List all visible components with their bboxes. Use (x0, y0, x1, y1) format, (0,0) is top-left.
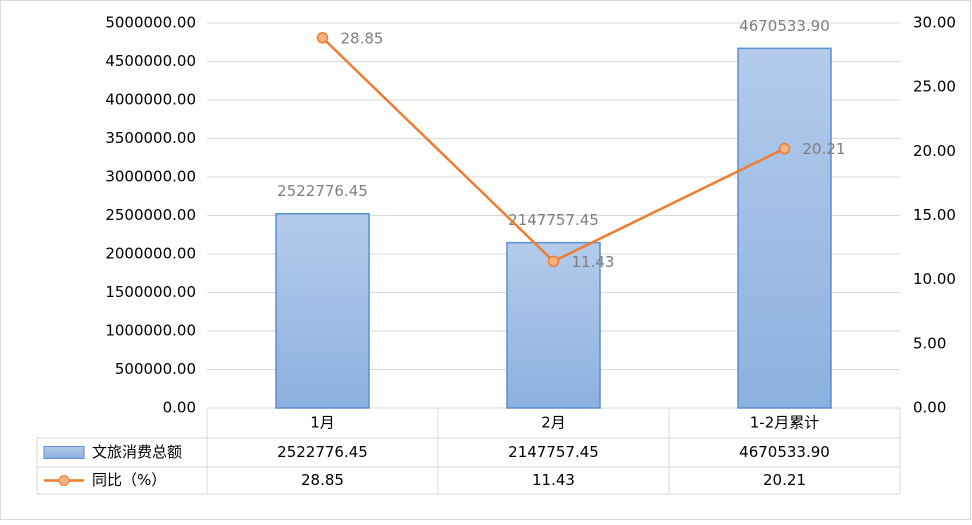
y2-tick-label: 5.00 (913, 334, 946, 352)
y-tick-label: 1000000.00 (105, 322, 196, 340)
data-label: 4670533.90 (739, 17, 830, 35)
marker (316, 32, 329, 44)
y2-tick-label: 0.00 (913, 399, 946, 417)
y-tick-label: 2500000.00 (105, 206, 196, 224)
table-value: 11.43 (532, 471, 575, 489)
x-tick-label: 2月 (541, 414, 566, 432)
y2-tick-label: 10.00 (913, 270, 956, 288)
y2-tick-label: 25.00 (913, 78, 956, 96)
data-label: 28.85 (341, 29, 384, 47)
x-tick-label: 1-2月累计 (750, 414, 820, 432)
table-value: 4670533.90 (739, 443, 830, 461)
marker (778, 142, 791, 155)
table-value: 20.21 (763, 471, 806, 489)
y2-tick-label: 30.00 (913, 14, 956, 32)
data-label: 11.43 (572, 253, 615, 271)
y-tick-label: 500000.00 (115, 360, 196, 378)
data-label: 20.21 (803, 140, 846, 158)
y-tick-label: 3500000.00 (105, 129, 196, 147)
data-label: 2147757.45 (508, 211, 599, 229)
x-tick-label: 1月 (310, 414, 335, 432)
marker (547, 255, 560, 268)
bar (506, 241, 601, 409)
y-tick-label: 1500000.00 (105, 283, 196, 301)
legend-label: 文旅消费总额 (92, 443, 182, 461)
bar (737, 47, 832, 409)
y-tick-label: 3000000.00 (105, 168, 196, 186)
bar (275, 212, 370, 409)
table-value: 2522776.45 (277, 443, 368, 461)
y-tick-label: 4000000.00 (105, 91, 196, 109)
y-tick-label: 0.00 (163, 399, 196, 417)
data-label: 2522776.45 (277, 182, 368, 200)
y-tick-label: 5000000.00 (105, 14, 196, 32)
legend-key (58, 475, 70, 486)
y2-tick-label: 15.00 (913, 206, 956, 224)
table-value: 2147757.45 (508, 443, 599, 461)
legend-key (43, 446, 85, 459)
table-value: 28.85 (301, 471, 344, 489)
legend-label: 同比（%） (92, 471, 166, 489)
y2-tick-label: 20.00 (913, 142, 956, 160)
y-tick-label: 2000000.00 (105, 245, 196, 263)
y-tick-label: 4500000.00 (105, 52, 196, 70)
